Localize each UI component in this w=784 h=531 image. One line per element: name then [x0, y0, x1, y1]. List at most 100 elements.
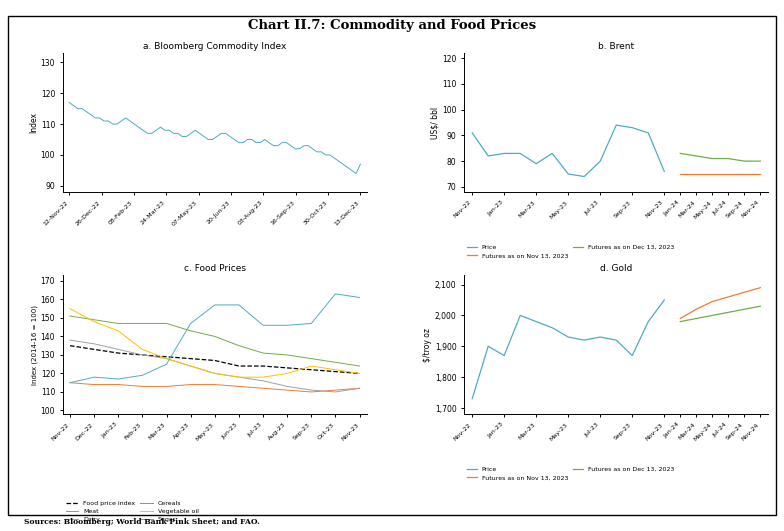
Sugar	[186, 320, 195, 327]
Y-axis label: Index: Index	[29, 112, 38, 133]
Sugar	[307, 320, 316, 327]
Food price index	[259, 363, 268, 369]
Dairy	[186, 363, 195, 369]
Futures as on Nov 13, 2023	[708, 156, 717, 162]
Meat	[307, 389, 316, 395]
Title: c. Food Prices: c. Food Prices	[183, 264, 246, 273]
Legend: Food price index, Meat, Dairy, Cereals, Vegetable oil, Sugar: Food price index, Meat, Dairy, Cereals, …	[66, 501, 199, 522]
Futures as on Nov 13, 2023	[724, 156, 733, 162]
Text: Sources: Bloomberg; World Bank Pink Sheet; and FAO.: Sources: Bloomberg; World Bank Pink Shee…	[24, 518, 260, 526]
Legend: Price, Futures as on Nov 13, 2023, Futures as on Dec 13, 2023: Price, Futures as on Nov 13, 2023, Futur…	[467, 467, 674, 481]
Food price index	[282, 365, 292, 371]
Price	[627, 124, 637, 131]
Vegetable oil	[138, 346, 147, 353]
Dairy	[89, 340, 99, 347]
Futures as on Nov 13, 2023	[724, 309, 733, 315]
Dairy	[65, 337, 74, 344]
Vegetable oil	[89, 319, 99, 325]
Text: Chart II.7: Commodity and Food Prices: Chart II.7: Commodity and Food Prices	[248, 19, 536, 31]
Vegetable oil	[210, 370, 220, 376]
Vegetable oil	[282, 370, 292, 376]
Price	[564, 171, 573, 177]
Sugar	[234, 302, 244, 308]
Price	[516, 312, 525, 319]
Futures as on Nov 13, 2023	[676, 150, 685, 157]
Futures as on Nov 13, 2023	[756, 303, 765, 310]
Meat	[259, 385, 268, 391]
Meat	[186, 381, 195, 388]
Price	[484, 153, 493, 159]
Futures as on Dec 13, 2023	[676, 315, 685, 322]
Vegetable oil	[259, 374, 268, 380]
Line: Vegetable oil: Vegetable oil	[70, 309, 360, 377]
Cereals	[259, 350, 268, 356]
Price	[499, 353, 509, 359]
Price	[612, 122, 621, 129]
Futures as on Dec 13, 2023	[691, 306, 701, 312]
Vegetable oil	[331, 366, 340, 373]
Cereals	[65, 313, 74, 319]
Dairy	[282, 383, 292, 390]
Futures as on Dec 13, 2023	[739, 289, 749, 295]
Line: Meat: Meat	[70, 383, 360, 392]
Food price index	[210, 357, 220, 364]
Line: Price: Price	[472, 300, 664, 399]
Futures as on Dec 13, 2023	[691, 171, 701, 177]
Sugar	[65, 380, 74, 386]
Price	[499, 150, 509, 157]
Price	[644, 319, 653, 325]
Dairy	[114, 346, 123, 353]
Futures as on Dec 13, 2023	[756, 285, 765, 291]
Futures as on Nov 13, 2023	[691, 315, 701, 322]
Price	[467, 130, 477, 136]
Meat	[355, 385, 365, 391]
Line: Sugar: Sugar	[70, 294, 360, 383]
Dairy	[162, 355, 171, 362]
Futures as on Dec 13, 2023	[739, 171, 749, 177]
Cereals	[282, 352, 292, 358]
Meat	[65, 380, 74, 386]
Dairy	[259, 378, 268, 384]
Price	[659, 297, 669, 303]
Price	[579, 337, 589, 344]
Food price index	[65, 342, 74, 349]
Line: Futures as on Dec 13, 2023: Futures as on Dec 13, 2023	[681, 288, 760, 319]
Futures as on Nov 13, 2023	[739, 306, 749, 312]
Legend: Price, Futures as on Nov 13, 2023, Futures as on Dec 13, 2023: Price, Futures as on Nov 13, 2023, Futur…	[467, 244, 674, 258]
Food price index	[89, 346, 99, 353]
Line: Dairy: Dairy	[70, 340, 360, 392]
Vegetable oil	[186, 363, 195, 369]
Y-axis label: US$/ bbl: US$/ bbl	[430, 107, 439, 139]
Cereals	[307, 355, 316, 362]
Line: Futures as on Nov 13, 2023: Futures as on Nov 13, 2023	[681, 306, 760, 322]
Price	[612, 337, 621, 344]
Title: d. Gold: d. Gold	[600, 264, 633, 273]
Futures as on Dec 13, 2023	[724, 294, 733, 300]
Futures as on Nov 13, 2023	[739, 158, 749, 164]
Dairy	[355, 385, 365, 391]
Price	[532, 160, 541, 167]
Cereals	[89, 316, 99, 323]
Y-axis label: $/troy oz: $/troy oz	[423, 328, 432, 362]
Vegetable oil	[162, 355, 171, 362]
Food price index	[162, 354, 171, 360]
Cereals	[186, 328, 195, 334]
Futures as on Dec 13, 2023	[676, 171, 685, 177]
Price	[564, 334, 573, 340]
Sugar	[331, 290, 340, 297]
Vegetable oil	[234, 374, 244, 380]
Sugar	[282, 322, 292, 329]
Price	[596, 158, 605, 164]
Dairy	[331, 389, 340, 395]
Sugar	[162, 361, 171, 367]
Meat	[89, 381, 99, 388]
Food price index	[355, 370, 365, 376]
Y-axis label: Index (2014-16 = 100): Index (2014-16 = 100)	[31, 305, 38, 385]
Price	[467, 396, 477, 402]
Cereals	[138, 320, 147, 327]
Meat	[210, 381, 220, 388]
Price	[579, 173, 589, 179]
Meat	[138, 383, 147, 390]
Sugar	[355, 294, 365, 301]
Price	[627, 353, 637, 359]
